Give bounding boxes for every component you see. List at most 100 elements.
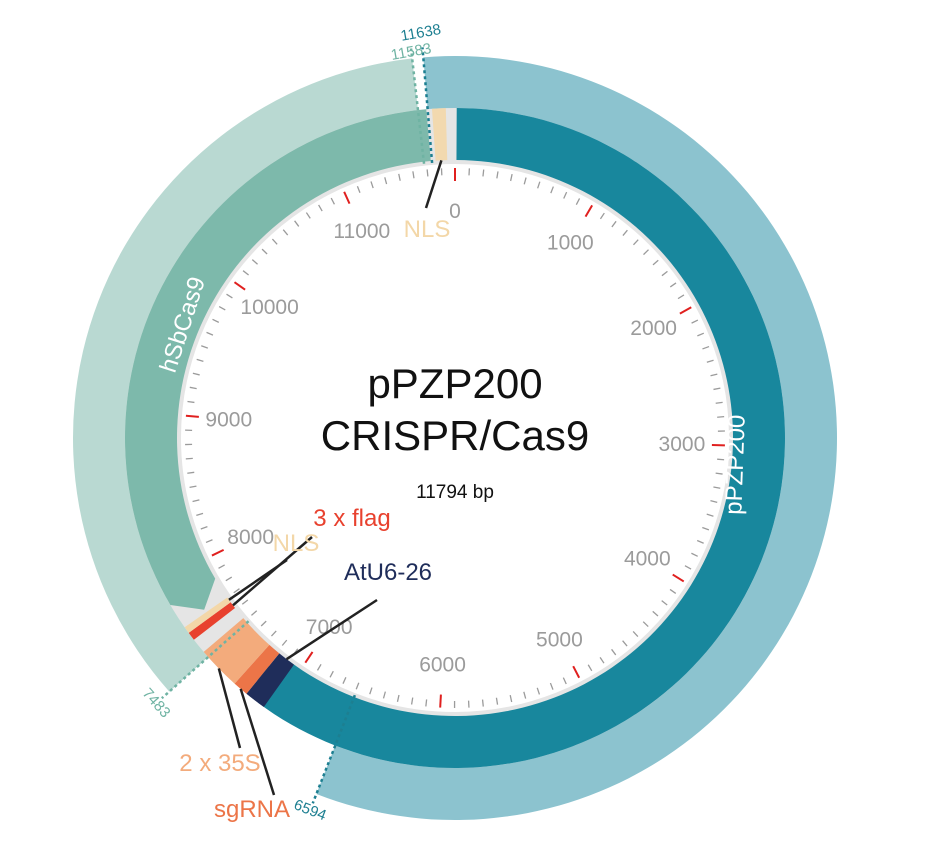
minor-tick xyxy=(218,564,225,569)
minor-tick xyxy=(282,229,289,236)
minor-tick xyxy=(260,620,267,627)
minor-tick xyxy=(189,485,197,489)
minor-tick xyxy=(496,171,499,179)
minor-tick xyxy=(196,512,204,516)
minor-tick xyxy=(523,177,527,185)
minor-tick xyxy=(481,699,484,707)
minor-tick xyxy=(329,670,334,678)
minor-tick xyxy=(192,372,200,376)
scale-label: 11000 xyxy=(333,220,390,243)
minor-tick xyxy=(369,687,373,695)
minor-tick xyxy=(536,687,541,695)
minor-tick xyxy=(355,682,360,690)
minor-tick xyxy=(212,318,220,323)
minor-tick xyxy=(632,631,639,638)
minor-tick xyxy=(189,386,197,390)
region-arcs xyxy=(73,55,838,821)
minor-tick xyxy=(642,621,649,628)
major-tick xyxy=(343,191,351,205)
minor-tick xyxy=(691,552,698,557)
minor-tick xyxy=(713,387,721,391)
minor-tick xyxy=(599,656,605,664)
minor-tick xyxy=(396,694,400,702)
major-tick xyxy=(584,204,593,218)
plasmid-name-line1: pPZP200 xyxy=(367,360,542,407)
minor-tick xyxy=(185,457,193,460)
minor-tick xyxy=(713,486,721,489)
feature-label-3xflag: 3 x flag xyxy=(313,505,390,532)
minor-tick xyxy=(192,499,200,503)
minor-tick xyxy=(715,401,723,404)
scale-label: 7000 xyxy=(306,616,353,639)
minor-tick xyxy=(702,526,710,531)
minor-tick xyxy=(187,471,195,474)
feature-box-nls-top xyxy=(431,108,448,161)
minor-tick xyxy=(691,319,699,324)
minor-tick xyxy=(330,197,335,205)
boundary-line xyxy=(409,48,426,164)
leader-2x35s xyxy=(217,668,242,749)
scale-label: 9000 xyxy=(205,408,252,431)
minor-tick xyxy=(482,169,485,177)
minor-tick xyxy=(233,588,240,594)
minor-tick xyxy=(661,600,668,606)
minor-tick xyxy=(575,198,581,205)
boundary-label: 11638 xyxy=(399,21,442,45)
minor-tick xyxy=(281,639,288,646)
minor-tick xyxy=(225,576,233,582)
minor-tick xyxy=(196,358,204,363)
major-tick xyxy=(679,306,692,315)
minor-tick xyxy=(697,332,705,337)
minor-tick xyxy=(261,248,268,255)
minor-tick xyxy=(251,259,258,265)
minor-tick xyxy=(294,220,300,227)
plasmid-size: 11794 bp xyxy=(416,482,494,503)
minor-tick xyxy=(717,416,725,418)
minor-tick xyxy=(509,173,513,182)
minor-tick xyxy=(587,664,593,672)
minor-tick xyxy=(702,345,710,350)
minor-tick xyxy=(241,599,249,605)
feature-label-nls-bottom: NLS xyxy=(273,530,320,557)
scale-ticks xyxy=(185,168,725,709)
major-tick xyxy=(211,548,225,557)
feature-label-sgrna: sgRNA xyxy=(214,796,290,823)
scale-label: 4000 xyxy=(624,548,671,571)
major-tick xyxy=(233,281,246,291)
minor-tick xyxy=(661,270,668,277)
minor-tick xyxy=(706,513,714,517)
feature-box-sgrna xyxy=(234,644,280,694)
feature-arrows xyxy=(125,108,786,769)
minor-tick xyxy=(611,220,617,228)
scale-label: 10000 xyxy=(240,296,298,319)
minor-tick xyxy=(305,212,311,219)
feature-label-ppzp200: pPZP200 xyxy=(720,414,750,515)
minor-tick xyxy=(201,345,209,349)
leader-atu6-26 xyxy=(285,598,378,661)
major-tick xyxy=(439,694,442,708)
major-tick xyxy=(572,665,581,679)
minor-tick xyxy=(632,239,639,246)
minor-tick xyxy=(384,177,388,185)
minor-tick xyxy=(562,677,567,685)
minor-tick xyxy=(622,640,628,647)
minor-tick xyxy=(599,212,605,220)
feature-leaders xyxy=(217,159,443,796)
minor-tick xyxy=(643,249,649,256)
minor-tick xyxy=(563,191,568,199)
minor-tick xyxy=(271,238,278,245)
boundary-label: 11583 xyxy=(390,40,433,64)
minor-tick xyxy=(425,699,428,707)
minor-tick xyxy=(611,648,617,656)
minor-tick xyxy=(523,691,527,699)
minor-tick xyxy=(251,610,258,616)
scale-label: 8000 xyxy=(227,526,274,549)
scale-label: 6000 xyxy=(419,654,466,677)
leader-nls-top xyxy=(424,159,443,209)
boundary-line xyxy=(421,47,434,164)
minor-tick xyxy=(550,186,554,194)
minor-tick xyxy=(242,270,249,276)
minor-tick xyxy=(342,677,347,684)
scale-label: 5000 xyxy=(536,629,583,652)
minor-tick xyxy=(270,630,277,637)
